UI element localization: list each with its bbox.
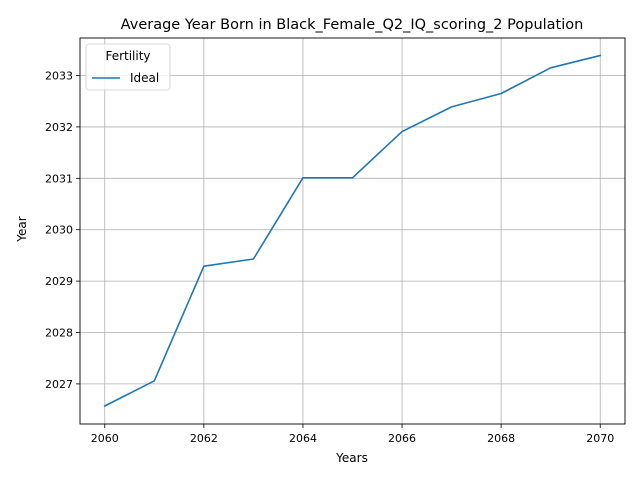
y-tick-label: 2033 — [45, 70, 73, 83]
y-tick-label: 2031 — [45, 172, 73, 185]
y-axis-label: Year — [15, 216, 29, 242]
series-line-ideal — [103, 54, 602, 408]
x-tick-label: 2064 — [289, 432, 317, 445]
x-axis-label: Years — [335, 451, 368, 465]
y-tick-label: 2028 — [45, 327, 73, 340]
x-tick-label: 2068 — [487, 432, 515, 445]
x-tick-label: 2062 — [190, 432, 218, 445]
y-tick-label: 2029 — [45, 275, 73, 288]
y-axis: 2027 2028 2029 2030 2031 2032 2033 — [45, 70, 80, 391]
x-tick-label: 2070 — [586, 432, 614, 445]
chart-title: Average Year Born in Black_Female_Q2_IQ_… — [121, 17, 584, 33]
grid-lines — [80, 38, 625, 424]
x-axis: 2060 2062 2064 2066 2068 2070 — [91, 424, 614, 445]
y-tick-label: 2032 — [45, 121, 73, 134]
y-tick-label: 2030 — [45, 224, 73, 237]
x-tick-label: 2066 — [388, 432, 416, 445]
legend-title: Fertility — [105, 49, 150, 63]
plot-frame — [79, 37, 626, 425]
x-tick-label: 2060 — [91, 432, 119, 445]
legend: Fertility Ideal — [85, 43, 171, 91]
legend-label: Ideal — [130, 71, 159, 85]
y-tick-label: 2027 — [45, 378, 73, 391]
series-layer — [103, 54, 602, 408]
